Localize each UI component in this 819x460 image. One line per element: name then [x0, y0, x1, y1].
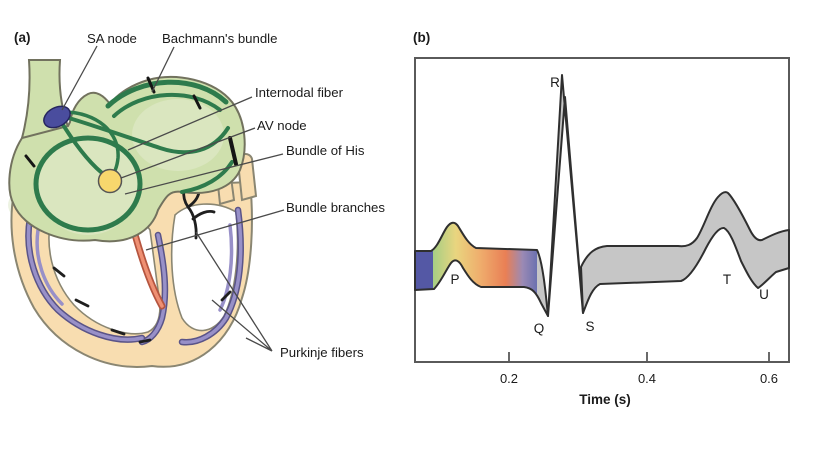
label-bundle-branches: Bundle branches: [286, 200, 385, 215]
wave-label-u: U: [759, 287, 769, 302]
right-atrium-cavity: [38, 135, 138, 235]
leader-lines: [61, 45, 285, 352]
label-sa-node: SA node: [87, 31, 137, 46]
label-internodal-fiber: Internodal fiber: [255, 85, 344, 100]
x-axis-ticks: [508, 352, 770, 361]
panel-b-ecg-plot: (b) P Q R S T U 0.2 0.4 0.6 Time (s): [413, 30, 790, 407]
wave-label-p: P: [450, 272, 459, 287]
wave-label-r: R: [550, 75, 560, 90]
label-bundle-of-his: Bundle of His: [286, 143, 365, 158]
sa-node-shape: [43, 105, 71, 129]
label-av-node: AV node: [257, 118, 307, 133]
purkinje-terminal-twigs: [52, 188, 232, 344]
x-tick-label-02: 0.2: [500, 371, 518, 386]
panel-a-tag: (a): [14, 30, 31, 45]
label-purkinje-fibers: Purkinje fibers: [280, 345, 364, 360]
x-tick-label-04: 0.4: [638, 371, 656, 386]
panel-b-tag: (b): [413, 30, 430, 45]
label-bachmanns-bundle: Bachmann's bundle: [162, 31, 277, 46]
x-axis-title: Time (s): [579, 392, 631, 407]
wave-label-s: S: [585, 319, 594, 334]
panel-a-heart-diagram: (a): [8, 30, 385, 368]
ecg-band-right: [580, 191, 790, 314]
av-node-shape: [97, 168, 123, 194]
wave-label-t: T: [723, 272, 731, 287]
ecg-band-left-outline: [414, 221, 549, 317]
wave-label-q: Q: [534, 321, 545, 336]
x-tick-label-06: 0.6: [760, 371, 778, 386]
left-atrium-cavity: [132, 99, 224, 171]
